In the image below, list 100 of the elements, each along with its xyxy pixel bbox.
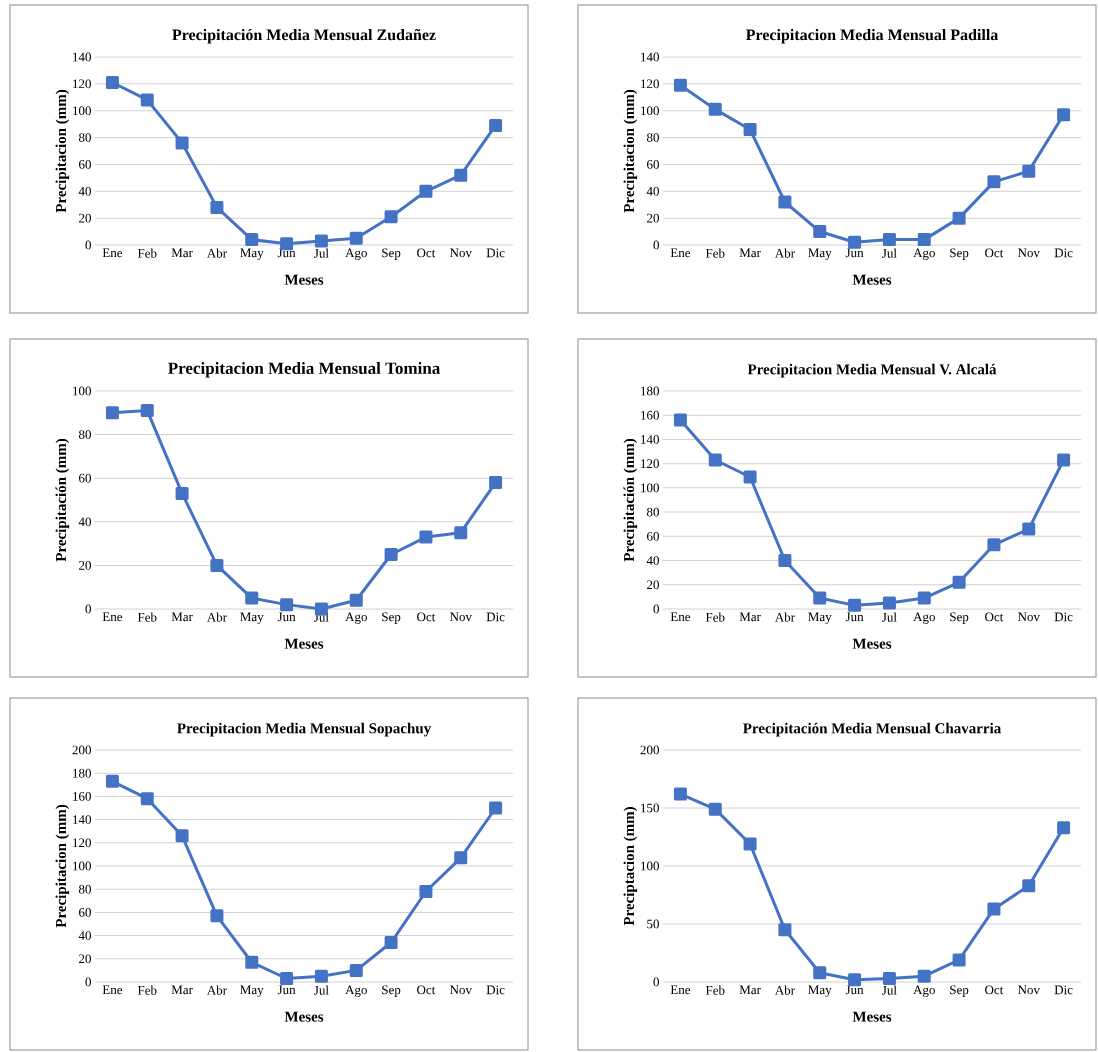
x-tick-label: Oct [985, 985, 1004, 995]
y-tick-label: 120 [73, 79, 91, 89]
point [987, 175, 1001, 189]
x-tick-label: Ene [102, 248, 123, 258]
x-tick-label: Ago [345, 985, 367, 997]
x-tick-label: Abr [206, 612, 227, 622]
x-tick-label: Oct [417, 248, 436, 258]
y-tick-label: 100 [641, 483, 659, 493]
point [349, 593, 363, 607]
point [210, 909, 224, 923]
x-tick-label: Sep [382, 612, 401, 624]
x-tick-label: Ene [670, 248, 691, 258]
point [917, 969, 931, 983]
x-tick-label: Dic [486, 612, 505, 622]
x-tick-label: Dic [486, 985, 505, 995]
y-tick-label: 160 [641, 410, 659, 420]
y-tick-label: 40 [78, 186, 91, 196]
point [987, 902, 1001, 916]
point [882, 972, 896, 985]
point [673, 787, 687, 801]
x-axis-title: Meses [852, 638, 892, 649]
y-tick-label: 150 [641, 803, 659, 813]
point [813, 225, 827, 239]
y-tick-label: 120 [641, 459, 659, 469]
y-tick-label: 40 [78, 931, 91, 940]
point [349, 963, 363, 977]
point [952, 953, 966, 967]
point [987, 538, 1001, 552]
x-tick-label: Jun [845, 985, 864, 995]
x-tick-label: Sep [950, 248, 969, 260]
point [882, 233, 896, 247]
y-tick-label: 0 [653, 240, 659, 250]
y-tick-label: 50 [647, 919, 659, 929]
x-tick-label: Feb [137, 612, 157, 622]
point [489, 118, 503, 132]
point [882, 596, 896, 610]
chart-title: Precipitacion Media Mensual Padilla [745, 28, 999, 44]
point [454, 851, 468, 865]
x-axis-title: Meses [284, 1011, 324, 1022]
point [708, 453, 722, 467]
x-tick-label: Jun [277, 985, 296, 995]
point [489, 476, 503, 490]
point [952, 211, 966, 225]
x-tick-label: Ene [670, 612, 691, 622]
y-tick-label: 140 [73, 52, 91, 62]
x-tick-label: Ene [102, 985, 123, 995]
y-tick-label: 80 [78, 133, 91, 142]
point [1057, 453, 1071, 467]
point [280, 598, 294, 612]
chart-title: Precipitacion Media Mensual V. Alcalá [747, 363, 997, 378]
y-axis-title: Preciptacion (mm) [623, 807, 638, 926]
x-tick-label: Nov [1017, 612, 1040, 622]
x-tick-label: Abr [206, 248, 227, 258]
y-tick-label: 40 [646, 556, 659, 565]
point [1057, 108, 1071, 122]
x-tick-label: Dic [1054, 985, 1073, 995]
y-tick-label: 0 [653, 977, 659, 987]
y-tick-label: 140 [641, 435, 659, 444]
x-tick-label: Feb [705, 612, 725, 622]
x-tick-label: Ene [102, 612, 123, 622]
x-tick-label: Feb [137, 985, 157, 995]
x-tick-label: Sep [382, 985, 401, 997]
x-tick-label: Ago [913, 612, 935, 624]
y-tick-label: 100 [73, 106, 91, 116]
x-tick-label: Dic [486, 248, 505, 258]
point [314, 234, 328, 248]
x-tick-label: May [808, 985, 832, 997]
y-axis-title: Precipitacion (mm) [55, 89, 70, 213]
point [673, 78, 687, 92]
x-tick-label: Abr [774, 612, 795, 622]
x-tick-label: Mar [171, 248, 193, 258]
y-tick-label: 60 [79, 473, 91, 483]
point [1057, 821, 1071, 835]
point [743, 837, 757, 851]
point [1022, 879, 1036, 893]
y-tick-label: 20 [647, 213, 659, 223]
y-tick-label: 40 [646, 186, 659, 196]
x-tick-label: Mar [739, 248, 761, 258]
x-tick-label: Sep [950, 985, 969, 997]
x-axis-title: Meses [284, 638, 324, 649]
y-tick-label: 0 [85, 977, 91, 987]
y-tick-label: 60 [79, 160, 91, 169]
x-tick-label: Sep [382, 248, 401, 260]
point [454, 168, 468, 182]
point [778, 923, 792, 937]
point [280, 972, 294, 985]
point [210, 558, 224, 572]
x-tick-label: Mar [739, 612, 761, 622]
x-tick-label: Jul [314, 985, 329, 995]
x-tick-label: Jun [845, 248, 864, 258]
y-axis-title: Precipitación (mm) [55, 438, 70, 562]
point [105, 406, 119, 420]
point [673, 413, 687, 427]
point [105, 76, 119, 89]
point [848, 235, 862, 249]
x-tick-label: Oct [417, 612, 436, 622]
x-tick-label: Jun [277, 248, 296, 258]
y-tick-label: 80 [78, 430, 91, 439]
y-tick-label: 120 [73, 838, 91, 848]
y-tick-label: 20 [79, 213, 91, 223]
